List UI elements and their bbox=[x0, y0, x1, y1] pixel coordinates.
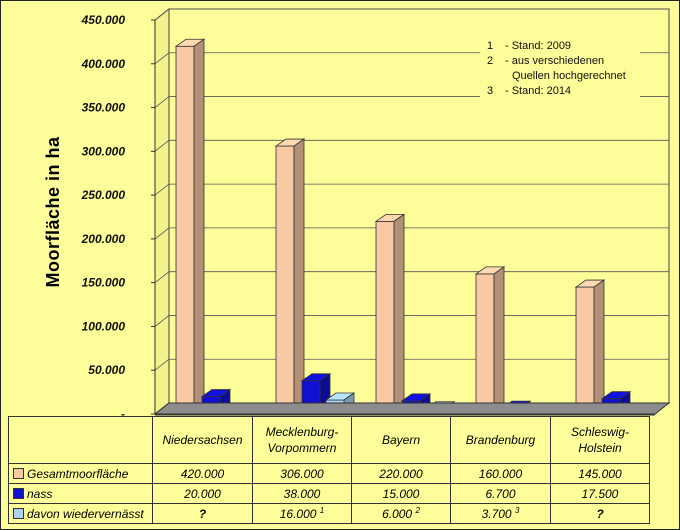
gridline-depth bbox=[154, 96, 170, 108]
gridline-depth bbox=[154, 315, 170, 327]
category-header: Bayern bbox=[351, 416, 451, 464]
gridline-depth bbox=[154, 358, 170, 371]
y-tick-label: - bbox=[121, 407, 125, 421]
table-cell: ? bbox=[550, 503, 650, 524]
y-tick-label: 350.000 bbox=[82, 101, 126, 115]
table-header-row: Niedersachsen Mecklenburg- Vorpommern Bay… bbox=[8, 416, 650, 464]
table-cell: 306.000 bbox=[252, 463, 352, 484]
y-tick-label: 400.000 bbox=[81, 57, 126, 71]
y-tick-label: 200.000 bbox=[81, 232, 126, 246]
legend-swatch-gesamt bbox=[13, 467, 24, 479]
footnote-3-number: 3 bbox=[487, 85, 494, 97]
bar-gesamtmoorfl-che-2-side bbox=[393, 213, 405, 413]
footnote-2-continuation: Quellen hochgerechnet bbox=[512, 70, 626, 82]
table-row: Gesamtmoorfläche 420.000 306.000 220.000… bbox=[8, 463, 650, 484]
bar-gesamtmoorfl-che-1 bbox=[275, 145, 295, 413]
category-header: Niedersachsen bbox=[152, 416, 253, 464]
table-cell: 6.000 2 bbox=[351, 503, 451, 524]
table-corner bbox=[8, 416, 153, 464]
bar-gesamtmoorfl-che-0 bbox=[175, 45, 195, 413]
table-cell: 38.000 bbox=[252, 483, 352, 504]
y-tick-label: 100.000 bbox=[82, 319, 126, 333]
table-cell: 420.000 bbox=[152, 463, 253, 484]
table-row: nass 20.000 38.000 15.000 6.700 17.500 bbox=[8, 483, 650, 504]
series-legend-cell: davon wiedervernässt bbox=[8, 503, 153, 524]
gridline-depth bbox=[154, 183, 170, 196]
footnote-1-number: 1 bbox=[487, 40, 494, 52]
footnote-2-text: - aus verschiedenen bbox=[505, 55, 605, 67]
table-cell: 160.000 bbox=[450, 463, 551, 484]
y-tick-label: 450.000 bbox=[81, 13, 126, 27]
table-cell: 16.000 1 bbox=[252, 503, 352, 524]
bar-gesamtmoorfl-che-3 bbox=[475, 273, 495, 413]
table-cell: 3.700 3 bbox=[450, 503, 551, 524]
table-row: davon wiedervernässt ? 16.000 1 6.000 2 … bbox=[8, 503, 650, 524]
table-cell: 220.000 bbox=[351, 463, 451, 484]
bar-gesamtmoorfl-che-1-side bbox=[293, 138, 305, 413]
y-tick-label: 300.000 bbox=[82, 144, 126, 158]
y-axis-label: Moorfläche in ha bbox=[43, 136, 63, 288]
series-legend-cell: nass bbox=[8, 483, 153, 504]
category-header: Brandenburg bbox=[450, 416, 551, 464]
table-cell: 145.000 bbox=[550, 463, 650, 484]
y-tick-label: 50.000 bbox=[88, 363, 125, 377]
bar-gesamtmoorfl-che-2 bbox=[375, 220, 395, 413]
category-header: Schleswig- Holstein bbox=[550, 416, 650, 464]
data-table: Niedersachsen Mecklenburg- Vorpommern Bay… bbox=[8, 416, 650, 524]
y-tick-label: 150.000 bbox=[82, 276, 126, 290]
bar-gesamtmoorfl-che-0-side bbox=[193, 38, 205, 413]
gridline-depth bbox=[154, 271, 170, 283]
footnote-2-number: 2 bbox=[487, 55, 494, 67]
footnotes-background bbox=[480, 35, 640, 99]
bar-gesamtmoorfl-che-4 bbox=[575, 286, 595, 413]
table-cell: ? bbox=[152, 503, 253, 524]
footnote-1-text: - Stand: 2009 bbox=[505, 40, 572, 52]
legend-swatch-wiedervernaesst bbox=[13, 507, 24, 519]
plot-floor bbox=[153, 402, 671, 415]
gridline-depth bbox=[154, 8, 170, 21]
series-legend-cell: Gesamtmoorfläche bbox=[8, 463, 153, 484]
bar-gesamtmoorfl-che-4-side bbox=[593, 279, 605, 413]
table-cell: 17.500 bbox=[550, 483, 650, 504]
table-cell: 20.000 bbox=[152, 483, 253, 504]
gridline-depth bbox=[154, 140, 170, 152]
table-cell: 6.700 bbox=[450, 483, 551, 504]
plot-side-wall bbox=[154, 7, 170, 416]
footnote-3-text: - Stand: 2014 bbox=[505, 85, 572, 97]
gridline-depth bbox=[154, 227, 170, 240]
bar-gesamtmoorfl-che-3-side bbox=[493, 266, 505, 413]
legend-swatch-nass bbox=[13, 487, 24, 499]
category-header: Mecklenburg- Vorpommern bbox=[252, 416, 352, 464]
y-tick-label: 250.000 bbox=[81, 188, 126, 202]
table-cell: 15.000 bbox=[351, 483, 451, 504]
gridline-depth bbox=[154, 52, 170, 65]
